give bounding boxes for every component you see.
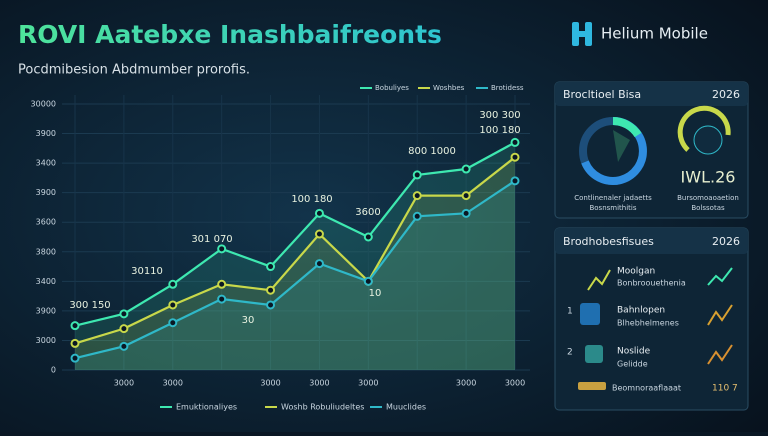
panel-year: 2026 bbox=[712, 88, 740, 101]
item-label: Bahnlopen bbox=[617, 306, 665, 316]
donut bbox=[579, 117, 647, 185]
y-tick-label: 3400 bbox=[36, 277, 56, 286]
caption: Contlinenaler jadaetts bbox=[574, 194, 652, 202]
x-tick-label: 3000 bbox=[309, 379, 329, 388]
marker bbox=[412, 211, 422, 221]
y-tick-label: 3600 bbox=[36, 218, 56, 227]
item-sub: Blhebhelmenes bbox=[617, 319, 679, 328]
area bbox=[75, 180, 515, 370]
x-tick-label: 3000 bbox=[260, 379, 280, 388]
y-tick-label: 3800 bbox=[36, 247, 56, 256]
marker bbox=[168, 318, 178, 328]
marker bbox=[266, 300, 276, 310]
marker bbox=[119, 309, 129, 319]
marker bbox=[363, 276, 373, 286]
marker bbox=[70, 321, 80, 331]
title: ROVI Aatebxe Inashbaifreonts bbox=[18, 20, 442, 49]
marker bbox=[510, 176, 520, 186]
caption: Bolssotas bbox=[691, 204, 725, 212]
y-tick-label: 3400 bbox=[36, 159, 56, 168]
brand-logo bbox=[572, 22, 592, 46]
panel-title: Brocltioel Bisa bbox=[563, 88, 641, 101]
gauge-value: IWL.26 bbox=[681, 168, 736, 187]
annotation: 30110 bbox=[131, 266, 163, 277]
x-tick-label: 3000 bbox=[358, 379, 378, 388]
item-label: Noslide bbox=[617, 347, 651, 357]
marker bbox=[119, 341, 129, 351]
marker bbox=[412, 191, 422, 201]
line bbox=[74, 179, 516, 360]
panel-title: Brodhobesfisues bbox=[563, 235, 654, 248]
line bbox=[74, 156, 516, 345]
annotation: 100 180 bbox=[479, 125, 520, 136]
annotation: 300 150 bbox=[69, 300, 110, 311]
annotation: 30 bbox=[242, 315, 255, 326]
area bbox=[75, 142, 515, 370]
item-icons bbox=[578, 267, 733, 390]
marker bbox=[217, 244, 227, 254]
gauge bbox=[677, 105, 731, 155]
annotation: 10 bbox=[369, 288, 382, 299]
marker bbox=[510, 152, 520, 162]
marker bbox=[119, 324, 129, 334]
annotation: 3600 bbox=[355, 207, 380, 218]
annotation: 100 180 bbox=[291, 194, 332, 205]
y-tick-label: 3000 bbox=[36, 336, 56, 345]
marker bbox=[363, 232, 373, 242]
annotation: 301 070 bbox=[191, 234, 232, 245]
y-tick-label: 3900 bbox=[36, 188, 56, 197]
legend-label: Bobuliyes bbox=[375, 84, 409, 92]
brand: Helium Mobile bbox=[601, 25, 708, 43]
legend-label: Woshbes bbox=[433, 84, 465, 92]
caption: Bosnsmithitis bbox=[589, 204, 636, 212]
marker bbox=[314, 259, 324, 269]
marker bbox=[70, 353, 80, 363]
panel-header bbox=[555, 82, 748, 106]
marker bbox=[412, 170, 422, 180]
subtitle: Pocdmibesion Abdmumber prorofis. bbox=[18, 63, 250, 78]
item-number: 1 bbox=[567, 307, 573, 317]
marker bbox=[461, 164, 471, 174]
marker bbox=[314, 229, 324, 239]
marker bbox=[510, 137, 520, 147]
line bbox=[74, 141, 516, 327]
plot: 0 3000 3900 3400 3800 3600 3900 3400 3900 30000 30… bbox=[31, 84, 530, 412]
y-tick-label: 0 bbox=[51, 366, 56, 375]
x-tick-label: 3000 bbox=[163, 379, 183, 388]
annotation: 800 1000 bbox=[408, 146, 456, 157]
marker bbox=[461, 208, 471, 218]
item-label: Beomnoraaflaaat bbox=[612, 384, 681, 393]
legend-label: Emuktionaliyes bbox=[176, 403, 237, 412]
marker bbox=[70, 338, 80, 348]
panel-header bbox=[555, 228, 748, 254]
legend-label: Brotidess bbox=[491, 84, 524, 92]
item-sub: Gelidde bbox=[617, 360, 648, 369]
marker bbox=[168, 300, 178, 310]
legend-label: Woshb Robuliudeltes bbox=[281, 403, 364, 412]
item-label: Moolgan bbox=[617, 267, 655, 277]
panel-year: 2026 bbox=[712, 235, 740, 248]
x-tick-label: 3000 bbox=[456, 379, 476, 388]
y-tick-label: 30000 bbox=[31, 100, 56, 109]
marker bbox=[266, 262, 276, 272]
item-number: 2 bbox=[567, 348, 573, 358]
x-tick-label: 3000 bbox=[114, 379, 134, 388]
marker bbox=[314, 208, 324, 218]
marker bbox=[217, 279, 227, 289]
legend-label: Muuclides bbox=[386, 403, 426, 412]
marker bbox=[266, 285, 276, 295]
caption: Bursomoaoaetion bbox=[677, 194, 739, 202]
item-sub: Bonbroouethenia bbox=[617, 279, 686, 288]
marker bbox=[217, 294, 227, 304]
marker bbox=[168, 279, 178, 289]
y-tick-label: 3900 bbox=[36, 306, 56, 315]
annotation: 300 300 bbox=[479, 110, 520, 121]
item-value: 110 7 bbox=[712, 384, 738, 394]
y-tick-label: 3900 bbox=[36, 129, 56, 138]
marker bbox=[461, 191, 471, 201]
x-tick-label: 3000 bbox=[505, 379, 525, 388]
